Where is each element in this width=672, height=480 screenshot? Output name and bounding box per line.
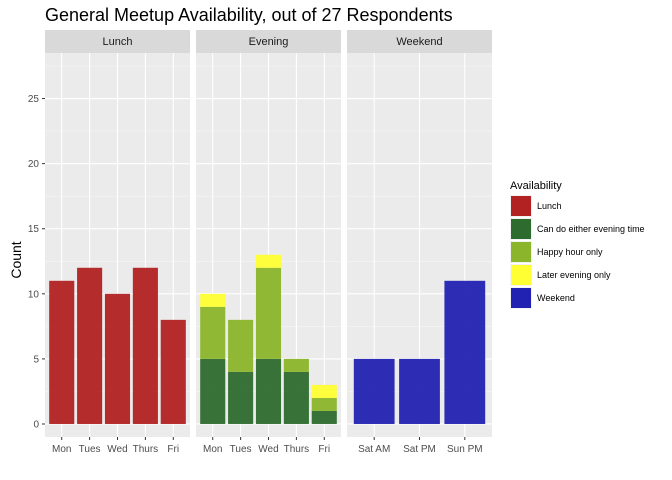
bar-evening-wed <box>255 267 282 359</box>
legend-swatch <box>511 196 531 216</box>
x-tick-label: Sun PM <box>447 444 483 455</box>
y-tick-label: 25 <box>28 94 40 105</box>
legend-swatch <box>511 288 531 308</box>
bar-weekend-sat-pm <box>399 358 440 424</box>
bar-evening-fri <box>311 397 337 411</box>
y-tick-label: 10 <box>28 289 40 300</box>
panel-evening: Evening Mon Tues Wed Thurs Fri <box>196 30 341 455</box>
bar-evening-thurs <box>283 358 309 372</box>
bar-evening-mon <box>200 306 226 359</box>
y-tick-label: 5 <box>33 354 39 365</box>
bar-weekend-sun-pm <box>444 280 486 424</box>
x-tick-label: Wed <box>107 444 127 455</box>
x-tick-label: Thurs <box>284 444 310 455</box>
legend: Availability Lunch Can do either evening … <box>510 180 645 309</box>
y-axis-title: Count <box>8 241 24 278</box>
x-tick-label: Fri <box>318 444 330 455</box>
bar-evening-tues <box>228 371 254 424</box>
strip-label: Weekend <box>396 36 442 48</box>
strip-background <box>45 30 190 53</box>
panel-weekend: Weekend Sat AM Sat PM Sun PM <box>347 30 492 455</box>
chart-title: General Meetup Availability, out of 27 R… <box>45 5 453 25</box>
bar-lunch-tues <box>77 267 103 424</box>
legend-swatch <box>511 242 531 262</box>
strip-label: Lunch <box>103 36 133 48</box>
legend-label: Later evening only <box>537 270 611 280</box>
bar-evening-fri <box>311 410 337 424</box>
bar-evening-fri <box>311 384 337 398</box>
bar-weekend-sat-am <box>353 358 395 424</box>
bar-evening-mon <box>200 293 226 307</box>
y-tick-label: 0 <box>33 419 39 430</box>
legend-swatch <box>511 265 531 285</box>
strip-background <box>347 30 492 53</box>
bar-evening-thurs <box>283 371 309 424</box>
y-tick-label: 15 <box>28 224 40 235</box>
chart-panels: Lunch Mon Tues Wed Thurs Fri Evening Mon Tues Wed… <box>45 30 492 455</box>
x-tick-label: Wed <box>258 444 278 455</box>
x-tick-label: Tues <box>230 444 252 455</box>
legend-label: Can do either evening time <box>537 224 645 234</box>
y-axis: 0 5 10 15 20 25 <box>28 94 45 430</box>
legend-label: Lunch <box>537 201 562 211</box>
bar-lunch-wed <box>104 293 131 424</box>
x-tick-label: Sat AM <box>358 444 390 455</box>
y-tick-label: 20 <box>28 159 40 170</box>
bar-evening-wed <box>255 254 282 268</box>
x-tick-label: Fri <box>167 444 179 455</box>
legend-label: Happy hour only <box>537 247 603 257</box>
bar-lunch-thurs <box>132 267 158 424</box>
x-tick-label: Thurs <box>133 444 159 455</box>
panel-lunch: Lunch Mon Tues Wed Thurs Fri <box>45 30 190 455</box>
strip-background <box>196 30 341 53</box>
bar-evening-wed <box>255 358 282 424</box>
bar-lunch-fri <box>160 319 186 424</box>
x-tick-label: Tues <box>79 444 101 455</box>
x-tick-label: Mon <box>203 444 222 455</box>
bar-evening-mon <box>200 358 226 424</box>
bar-lunch-mon <box>49 280 75 424</box>
legend-title: Availability <box>510 180 562 192</box>
x-tick-label: Sat PM <box>403 444 436 455</box>
legend-label: Weekend <box>537 293 575 303</box>
bar-evening-tues <box>228 319 254 372</box>
legend-swatch <box>511 219 531 239</box>
strip-label: Evening <box>249 36 289 48</box>
x-tick-label: Mon <box>52 444 71 455</box>
